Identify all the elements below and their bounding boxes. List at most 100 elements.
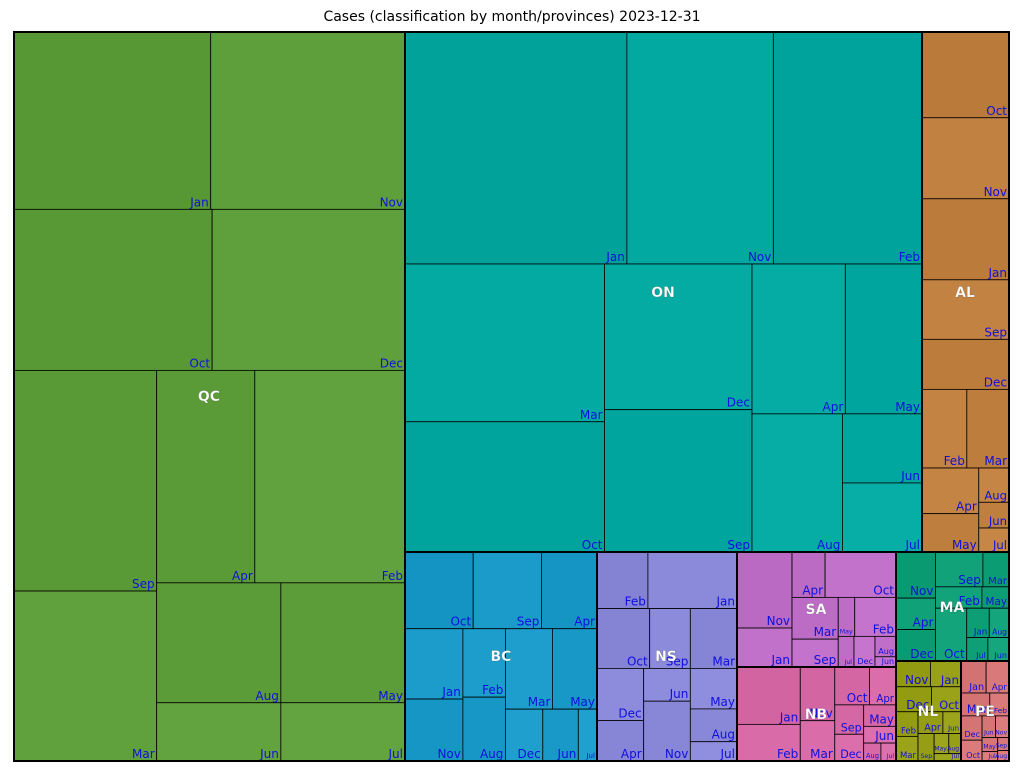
- cell-label-ns-jul: Jul: [720, 747, 735, 761]
- treemap-cell-qc-oct: [13, 208, 213, 371]
- cell-label-sa-aug: Aug: [878, 646, 894, 656]
- cell-label-nl-may: May: [934, 746, 947, 753]
- cell-label-pe-aug: Aug: [995, 753, 1007, 760]
- treemap-cell-qc-mar: [13, 590, 158, 762]
- treemap-cell-qc-sep: [13, 369, 158, 592]
- treemap-cell-sa-apr: [791, 551, 826, 598]
- treemap-cell-al-jan: [921, 198, 1010, 281]
- cell-label-pe-nov: Nov: [995, 730, 1007, 737]
- cell-label-al-jun: Jun: [988, 514, 1007, 528]
- cell-label-ma-jan: Jan: [973, 628, 987, 638]
- treemap-cell-qc-feb: [254, 369, 406, 584]
- cell-label-nb-dec: Dec: [840, 748, 861, 761]
- treemap-cell-bc-may: [552, 628, 598, 710]
- treemap-cell-ma-sep: [935, 551, 984, 588]
- cell-label-on-dec: Dec: [727, 396, 750, 410]
- province-group-on: Jan Nov Feb Mar Oct Dec Sep Apr May Aug Jun Jul ON: [404, 31, 923, 553]
- cell-label-al-feb: Feb: [944, 454, 965, 468]
- cell-label-bc-apr: Apr: [574, 615, 595, 629]
- cell-label-qc-nov: Nov: [380, 195, 403, 209]
- cell-label-al-nov: Nov: [984, 185, 1007, 199]
- cell-label-sa-nov: Nov: [767, 614, 790, 628]
- treemap-cell-on-may: [844, 263, 923, 415]
- province-label-al: AL: [955, 285, 975, 301]
- treemap-cell-bc-nov: [404, 698, 464, 762]
- cell-label-ma-aug: Aug: [992, 628, 1007, 637]
- cell-label-nl-mar: Mar: [900, 751, 917, 761]
- treemap-cell-sa-nov: [736, 551, 793, 629]
- treemap-cell-bc-feb: [462, 628, 506, 698]
- cell-label-nb-jun: Jun: [874, 729, 894, 743]
- cell-label-qc-aug: Aug: [255, 689, 278, 703]
- cell-label-ns-sep: Sep: [666, 654, 689, 668]
- cell-label-pe-feb: Feb: [994, 706, 1007, 715]
- cell-label-ma-oct: Oct: [944, 647, 965, 661]
- cell-label-qc-mar: Mar: [132, 747, 155, 761]
- cell-label-sa-jan: Jan: [771, 653, 791, 667]
- cell-label-sa-oct: Oct: [873, 583, 894, 597]
- cell-label-bc-nov: Nov: [437, 747, 460, 761]
- cell-label-al-mar: Mar: [984, 454, 1007, 468]
- cell-label-pe-jun: Jun: [983, 730, 994, 737]
- treemap-cell-al-dec: [921, 338, 1010, 390]
- cell-label-sa-jun: Jun: [881, 657, 894, 666]
- cell-label-nb-apr: Apr: [876, 694, 894, 705]
- cell-label-al-oct: Oct: [986, 104, 1007, 118]
- province-group-nb: Jan Feb Nov Mar Oct Apr Sep Dec May Jun Aug Jul NB: [736, 666, 897, 762]
- cell-label-nl-jan: Jan: [940, 673, 959, 687]
- cell-label-bc-aug: Aug: [480, 747, 503, 761]
- cell-label-al-jul: Jul: [992, 538, 1007, 552]
- province-label-bc: BC: [491, 649, 512, 665]
- treemap-frame: [13, 31, 1010, 762]
- treemap-cell-sa-jan: [736, 627, 793, 668]
- cell-label-bc-may: May: [570, 695, 595, 709]
- cell-label-bc-dec: Dec: [518, 747, 541, 761]
- cell-label-sa-sep: Sep: [814, 653, 837, 667]
- province-group-bc: Oct Sep Apr Jan Nov Feb Aug Mar May Dec Jun Jul BC: [404, 551, 598, 762]
- cell-label-al-jan: Jan: [988, 266, 1008, 280]
- treemap-cell-ns-jan: [647, 551, 738, 609]
- cell-label-nb-jul: Jul: [886, 753, 895, 760]
- cell-label-nb-jan: Jan: [779, 710, 799, 724]
- province-label-nb: NB: [805, 707, 827, 723]
- cell-label-bc-jun: Jun: [557, 747, 577, 761]
- cell-label-bc-sep: Sep: [517, 615, 540, 629]
- cell-label-on-aug: Aug: [817, 538, 840, 552]
- treemap-cell-qc-jan: [13, 31, 212, 210]
- cell-label-on-jun: Jun: [900, 469, 920, 483]
- cell-label-nb-may: May: [869, 712, 894, 726]
- cell-label-ma-feb: Feb: [959, 594, 980, 608]
- treemap-cell-ns-may: [689, 668, 738, 710]
- cell-label-pe-sep: Sep: [996, 743, 1008, 750]
- treemap-cell-on-jan: [404, 31, 628, 265]
- cell-label-pe-jan: Jan: [968, 682, 984, 693]
- cell-label-ns-feb: Feb: [625, 595, 646, 609]
- cell-label-pe-oct: Oct: [966, 750, 980, 760]
- cell-label-nb-nov: Nov: [809, 707, 832, 721]
- treemap-cell-nb-mar: [799, 720, 836, 762]
- cell-label-qc-jan: Jan: [189, 195, 209, 209]
- cell-label-sa-mar: Mar: [814, 625, 837, 639]
- treemap-cell-ns-dec: [596, 668, 645, 721]
- cell-label-nl-sep: Sep: [920, 753, 932, 760]
- cell-label-ns-aug: Aug: [712, 728, 735, 742]
- treemap-cell-sa-sep: [791, 638, 839, 668]
- cell-label-qc-dec: Dec: [380, 356, 403, 370]
- cell-label-pe-may: May: [983, 744, 996, 751]
- province-group-ns: Feb Jan Oct Sep Mar Dec Apr Jun Nov May Aug Jul NS: [596, 551, 738, 762]
- cell-label-ma-may: May: [986, 596, 1007, 608]
- chart-title: Cases (classification by month/provinces…: [323, 9, 701, 25]
- treemap-cell-on-jul: [842, 482, 923, 553]
- cell-label-bc-oct: Oct: [450, 615, 471, 629]
- cell-label-nb-sep: Sep: [841, 721, 862, 734]
- cell-label-al-apr: Apr: [956, 500, 977, 514]
- treemap-cell-on-sep: [604, 409, 753, 553]
- treemap-cell-nb-sep: [834, 704, 865, 735]
- province-label-sa: SA: [806, 602, 827, 618]
- province-label-on: ON: [651, 285, 675, 301]
- cell-label-nl-jun: Jun: [947, 725, 959, 733]
